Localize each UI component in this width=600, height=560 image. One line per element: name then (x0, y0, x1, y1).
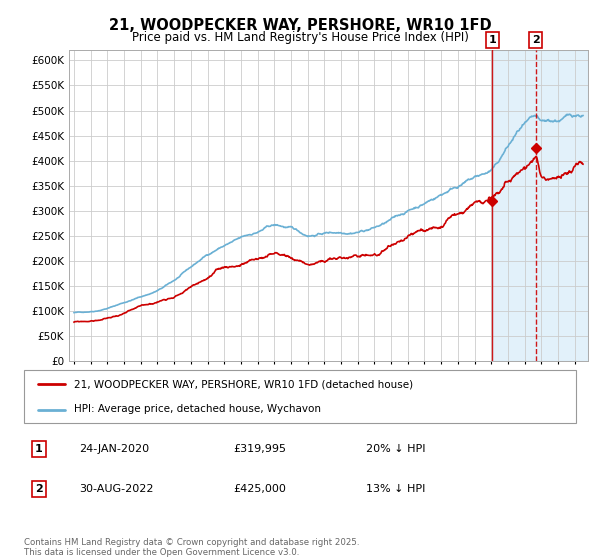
Text: £319,995: £319,995 (234, 444, 287, 454)
Text: 13% ↓ HPI: 13% ↓ HPI (366, 484, 425, 494)
FancyBboxPatch shape (24, 370, 576, 423)
Text: 24-JAN-2020: 24-JAN-2020 (79, 444, 149, 454)
Text: Contains HM Land Registry data © Crown copyright and database right 2025.
This d: Contains HM Land Registry data © Crown c… (24, 538, 359, 557)
Text: 2: 2 (532, 35, 539, 45)
Bar (493, 50, 588, 361)
Text: Price paid vs. HM Land Registry's House Price Index (HPI): Price paid vs. HM Land Registry's House … (131, 31, 469, 44)
Text: 30-AUG-2022: 30-AUG-2022 (79, 484, 154, 494)
Text: £425,000: £425,000 (234, 484, 287, 494)
Text: 21, WOODPECKER WAY, PERSHORE, WR10 1FD (detached house): 21, WOODPECKER WAY, PERSHORE, WR10 1FD (… (74, 380, 413, 390)
Text: 1: 1 (488, 35, 496, 45)
Text: 2: 2 (35, 484, 43, 494)
Text: 21, WOODPECKER WAY, PERSHORE, WR10 1FD: 21, WOODPECKER WAY, PERSHORE, WR10 1FD (109, 18, 491, 34)
Text: 20% ↓ HPI: 20% ↓ HPI (366, 444, 426, 454)
Text: 1: 1 (35, 444, 43, 454)
Text: HPI: Average price, detached house, Wychavon: HPI: Average price, detached house, Wych… (74, 404, 320, 414)
